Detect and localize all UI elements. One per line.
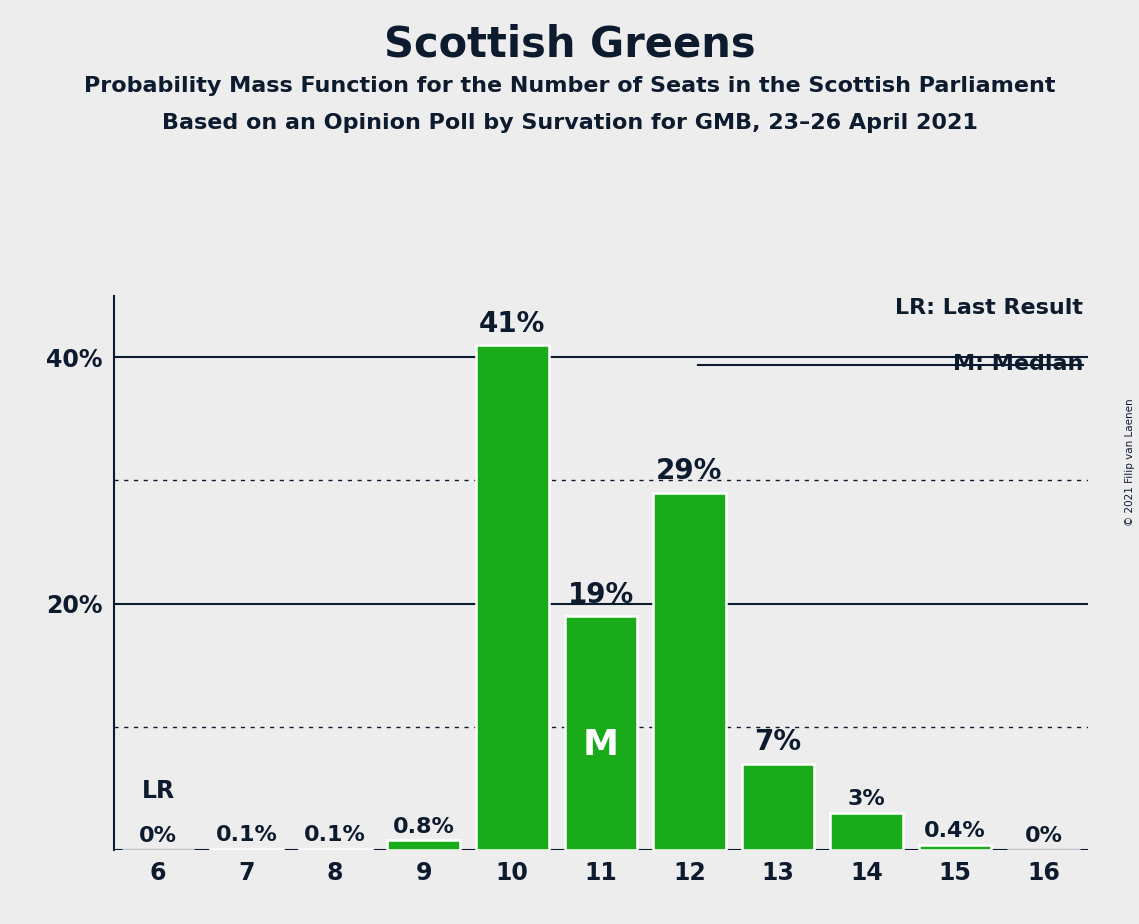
Text: LR: Last Result: LR: Last Result	[895, 298, 1083, 319]
Bar	[565, 616, 637, 850]
Text: 0.1%: 0.1%	[304, 825, 366, 845]
Text: 41%: 41%	[480, 310, 546, 337]
Text: 3%: 3%	[847, 789, 885, 809]
Text: M: Median: M: Median	[952, 354, 1083, 374]
Bar	[741, 764, 814, 850]
Text: 0.8%: 0.8%	[393, 817, 454, 836]
Text: Based on an Opinion Poll by Survation for GMB, 23–26 April 2021: Based on an Opinion Poll by Survation fo…	[162, 113, 977, 133]
Bar	[298, 849, 371, 850]
Bar	[653, 492, 726, 850]
Text: Scottish Greens: Scottish Greens	[384, 23, 755, 65]
Bar	[387, 840, 460, 850]
Bar	[919, 845, 991, 850]
Text: © 2021 Filip van Laenen: © 2021 Filip van Laenen	[1125, 398, 1134, 526]
Text: M: M	[583, 728, 618, 761]
Text: Probability Mass Function for the Number of Seats in the Scottish Parliament: Probability Mass Function for the Number…	[84, 76, 1055, 96]
Text: 7%: 7%	[754, 728, 802, 757]
Bar	[211, 849, 282, 850]
Text: 0%: 0%	[139, 826, 178, 846]
Text: 29%: 29%	[656, 457, 722, 485]
Text: LR: LR	[141, 779, 174, 803]
Bar	[476, 345, 549, 850]
Text: 0.1%: 0.1%	[215, 825, 278, 845]
Text: 0%: 0%	[1024, 826, 1063, 846]
Bar	[830, 813, 903, 850]
Text: 0.4%: 0.4%	[924, 821, 986, 842]
Text: 19%: 19%	[567, 580, 634, 609]
